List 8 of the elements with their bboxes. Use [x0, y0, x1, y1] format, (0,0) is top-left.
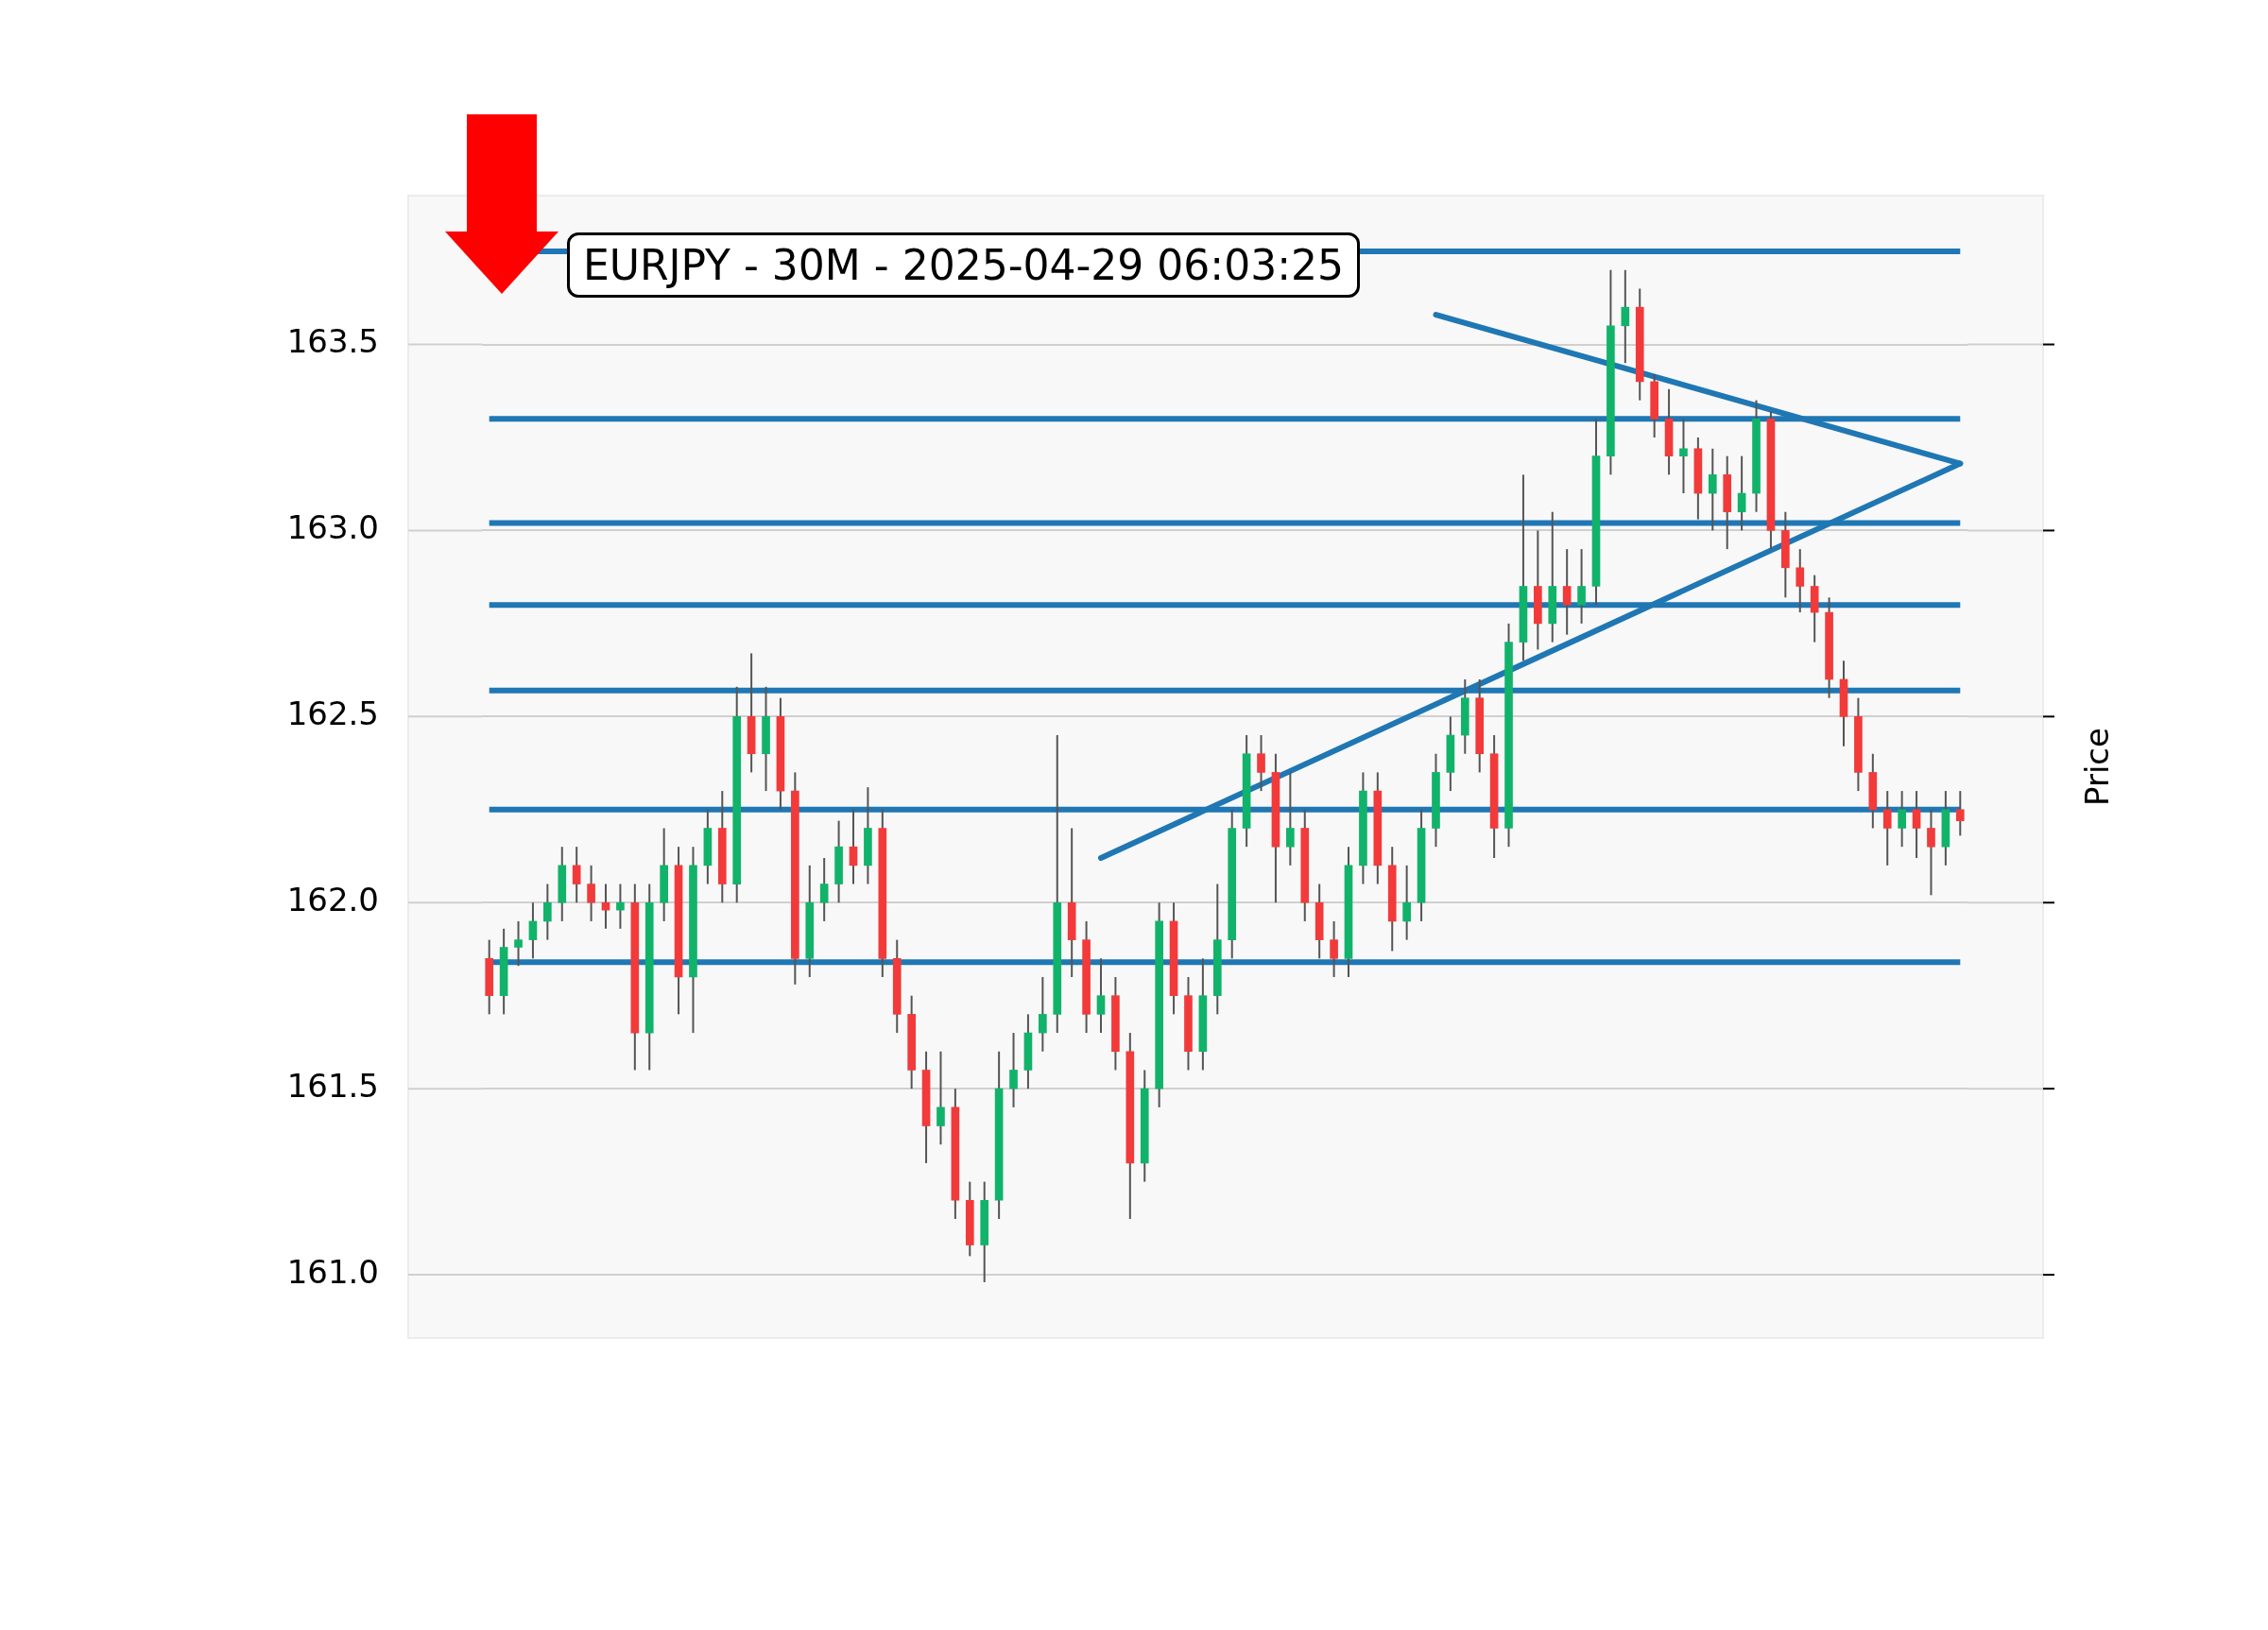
y-tick-label: 162.5	[286, 695, 379, 733]
y-tick-label: 162.0	[286, 881, 379, 919]
y-tick-label: 161.0	[286, 1252, 379, 1291]
y-tick-label: 163.5	[286, 322, 379, 361]
y-axis-title: Price	[2077, 728, 2116, 806]
y-tick-label: 163.0	[286, 508, 379, 547]
text: EURJPY - 30M - 2025-04-29 06:03:25	[567, 232, 1360, 298]
y-tick-label: 161.5	[286, 1066, 379, 1105]
